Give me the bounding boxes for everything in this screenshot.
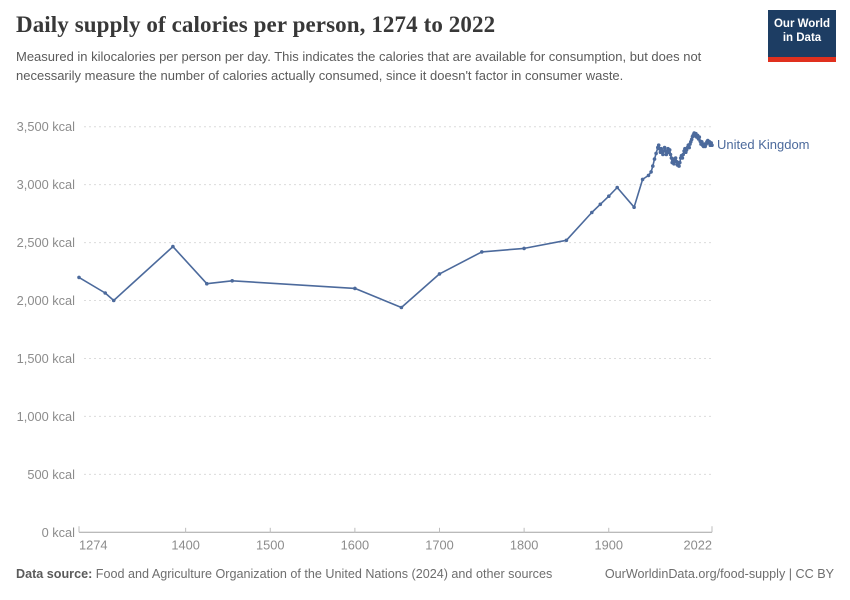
data-point-marker [564,238,569,243]
data-point-marker [632,205,636,209]
data-point-marker [662,145,667,150]
data-point-marker [673,156,678,160]
y-axis-tick-label: 0 kcal [42,525,75,540]
data-point-marker [668,152,673,157]
data-point-marker [522,246,526,251]
chart-header: Daily supply of calories per person, 127… [16,12,756,85]
data-point-marker [677,164,681,168]
y-axis-tick-label: 1,500 kcal [17,351,75,366]
x-axis-tick-label: 1700 [425,537,453,552]
data-point-marker [661,152,665,157]
data-point-marker [205,281,209,286]
x-axis-tick-label: 1600 [341,537,369,552]
data-point-marker [615,185,619,190]
data-point-marker [437,272,442,276]
y-axis-tick-label: 3,500 kcal [17,119,75,134]
chart-title: Daily supply of calories per person, 127… [16,12,496,37]
data-point-marker [640,177,645,182]
credit-link[interactable]: OurWorldinData.org/food-supply | CC BY [604,567,834,581]
data-point-marker [103,291,107,295]
data-source-label: Data source: [16,567,93,581]
owid-logo-line1: Our World [773,18,830,30]
line-chart: 0 kcal 500 kcal 1,000 kcal 1,500 kcal 2,000 … [17,119,810,552]
data-point-marker [649,170,653,174]
y-axis-tick-label: 1,000 kcal [17,409,75,424]
data-point-marker [230,279,234,283]
x-axis-tick-label: 2022 [684,537,712,552]
data-point-marker [607,194,611,198]
data-point-marker [710,143,714,147]
data-point-marker [598,202,603,207]
x-axis-tick-label: 1900 [595,537,623,552]
data-point-marker [652,157,657,161]
x-axis-tick-label: 1500 [256,537,284,552]
data-point-marker [651,164,655,168]
y-axis-tick-label: 500 kcal [27,467,75,482]
data-source-text: Food and Agriculture Organization of the… [92,567,553,581]
y-axis-tick-label: 2,000 kcal [17,293,75,308]
x-axis-tick-label: 1400 [171,537,199,552]
data-point-marker [353,286,357,291]
data-point-marker [480,250,484,254]
data-point-marker [687,145,691,150]
data-source-note: Data source: Food and Agriculture Organi… [16,567,552,581]
data-point-marker [689,137,694,142]
chart-footer: Data source: Food and Agriculture Organi… [16,567,834,581]
x-axis-tick-label: 1800 [510,537,538,552]
series-line [78,132,713,309]
x-axis-tick-label: 1274 [79,537,107,552]
data-point-marker [399,305,404,310]
owid-logo[interactable]: Our World in Data [768,10,836,62]
y-axis-tick-label: 3,000 kcal [17,177,75,192]
chart-subtitle: Measured in kilocalories per person per … [16,49,702,84]
data-point-marker [111,298,116,303]
data-point-marker [646,173,651,178]
data-point-marker [590,210,594,215]
series-entity-label[interactable]: United Kingdom [717,137,810,152]
data-point-marker [681,152,685,157]
series-united-kingdom[interactable] [77,131,714,310]
data-point-marker [680,156,685,160]
data-point-marker [654,151,658,156]
data-point-marker [656,143,661,147]
data-point-marker [77,275,81,280]
data-point-marker [171,244,175,249]
data-point-marker [700,140,704,144]
owid-logo-line2: in Data [782,32,822,45]
y-axis-tick-label: 2,500 kcal [17,235,75,250]
data-point-marker [697,135,702,139]
data-point-marker [678,160,682,165]
data-point-marker [667,148,672,152]
